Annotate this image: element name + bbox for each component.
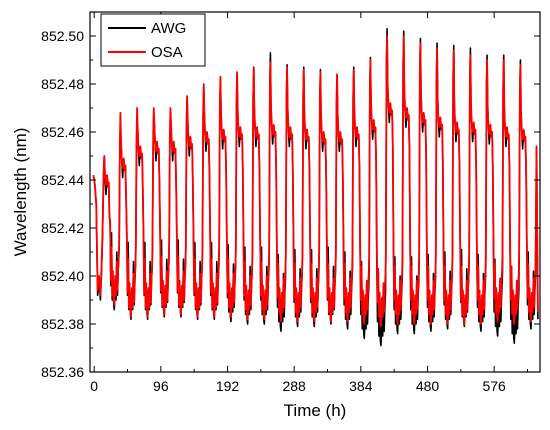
y-tick-label: 852.50 [41,28,84,44]
plot-frame [89,11,541,373]
x-tick-label: 576 [482,378,506,394]
y-tick-label: 852.44 [41,172,84,188]
x-axis: 0 96 192 288 384 480 576 [90,12,528,394]
y-tick-label: 852.48 [41,76,84,92]
x-tick-label: 384 [349,378,373,394]
y-tick-label: 852.36 [41,364,84,380]
legend-label-awg: AWG [151,20,186,37]
legend-label-osa: OSA [151,44,183,61]
y-tick-label: 852.42 [41,220,84,236]
x-axis-label: Time (h) [284,401,347,420]
y-tick-label: 852.40 [41,268,84,284]
legend-box [100,13,206,67]
x-tick-label: 96 [153,378,169,394]
x-tick-label: 288 [282,378,306,394]
x-tick-label: 480 [416,378,440,394]
x-tick-label: 0 [90,378,98,394]
series-layer [92,28,539,347]
y-axis: 852.36 852.38 852.40 852.42 852.44 852.46 852.… [41,28,540,380]
x-tick-label: 192 [216,378,240,394]
legend: AWG OSA [100,13,206,67]
y-tick-label: 852.38 [41,316,84,332]
series-line-osa [92,35,539,328]
y-axis-label: Wavelength (nm) [11,128,30,257]
y-tick-label: 852.46 [41,124,84,140]
